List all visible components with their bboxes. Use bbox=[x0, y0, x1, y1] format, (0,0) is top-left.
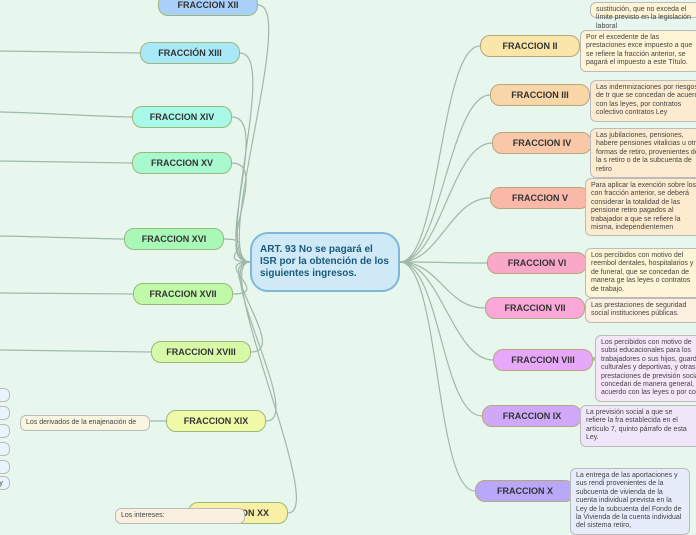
fraction-node-left-16[interactable]: FRACCION XVI bbox=[124, 228, 224, 250]
fraction-node-right-4[interactable]: FRACCION IV bbox=[492, 132, 592, 154]
fraction-node-left-18[interactable]: FRACCION XVIII bbox=[151, 341, 251, 363]
fraction-node-left-17[interactable]: FRACCION XVII bbox=[133, 283, 233, 305]
detail-right-6: Los percibidos con motivo del reembol de… bbox=[585, 248, 696, 298]
detail-right-9: La previsión social a que se refiere la … bbox=[580, 405, 696, 447]
fraction-node-right-3[interactable]: FRACCION III bbox=[490, 84, 590, 106]
mindmap-canvas: ART. 93 No se pagará el ISR por la obten… bbox=[0, 0, 696, 520]
detail-right-7: Las prestaciones de seguridad social ins… bbox=[585, 298, 696, 323]
subdetail-left-19-3 bbox=[0, 442, 10, 456]
fraction-node-right-9[interactable]: FRACCION IX bbox=[482, 405, 582, 427]
fraction-node-right-7[interactable]: FRACCION VII bbox=[485, 297, 585, 319]
subdetail-left-19-4 bbox=[0, 460, 10, 474]
detail-right-2: Por el excedente de las prestaciones exc… bbox=[580, 30, 696, 72]
fraction-node-left-14[interactable]: FRACCION XIV bbox=[132, 106, 232, 128]
detail-right-8: Los percibidos con motivo de subsi educa… bbox=[595, 335, 696, 402]
fraction-node-right-2[interactable]: FRACCION II bbox=[480, 35, 580, 57]
detail-right-3: Las indemnizaciones por riesgos de tr qu… bbox=[590, 80, 696, 122]
detail-right-10: La entrega de las aportaciones y sus ren… bbox=[570, 468, 690, 535]
subdetail-left-19-2: ón y bbox=[0, 424, 10, 438]
fraction-node-left-12[interactable]: FRACCION XII bbox=[158, 0, 258, 16]
center-node[interactable]: ART. 93 No se pagará el ISR por la obten… bbox=[250, 232, 400, 292]
fraction-node-right-8[interactable]: FRACCION VIII bbox=[493, 349, 593, 371]
detail-top: sustitución, que no exceda el límite pre… bbox=[590, 2, 696, 18]
detail-left-20: Los intereses: bbox=[115, 508, 245, 524]
detail-right-5: Para aplicar la exención sobre los con f… bbox=[585, 178, 696, 236]
fraction-node-left-13[interactable]: FRACCIÓN XIII bbox=[140, 42, 240, 64]
subdetail-left-20-0: s crédito, siempre que los e de sueldos … bbox=[0, 476, 10, 490]
subdetail-left-19-0: ento bbox=[0, 388, 10, 402]
fraction-node-right-10[interactable]: FRACCION X bbox=[475, 480, 575, 502]
fraction-node-right-6[interactable]: FRACCION VI bbox=[487, 252, 587, 274]
fraction-node-right-5[interactable]: FRACCION V bbox=[490, 187, 590, 209]
fraction-node-left-19[interactable]: FRACCION XIX bbox=[166, 410, 266, 432]
detail-left-19: Los derivados de la enajenación de bbox=[20, 415, 150, 431]
subdetail-left-19-1 bbox=[0, 406, 10, 420]
detail-right-4: Las jubilaciones, pensiones, habere pens… bbox=[590, 128, 696, 178]
fraction-node-left-15[interactable]: FRACCION XV bbox=[132, 152, 232, 174]
